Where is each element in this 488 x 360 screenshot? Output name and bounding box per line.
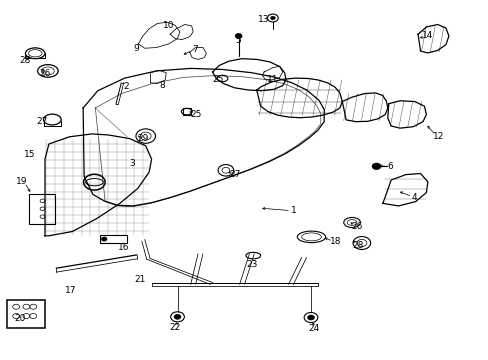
- Text: 27: 27: [36, 117, 47, 126]
- Text: 7: 7: [191, 45, 197, 54]
- Text: 13: 13: [258, 15, 269, 24]
- Text: 25: 25: [189, 110, 201, 119]
- Bar: [183, 108, 191, 115]
- Text: 25: 25: [212, 76, 224, 85]
- Text: 18: 18: [329, 238, 341, 246]
- Text: 27: 27: [228, 170, 240, 179]
- Circle shape: [270, 16, 275, 20]
- Text: 21: 21: [134, 274, 145, 284]
- Text: 23: 23: [246, 260, 258, 269]
- Text: 12: 12: [431, 132, 443, 140]
- Text: 26: 26: [350, 222, 362, 231]
- Text: 26: 26: [39, 69, 51, 78]
- Text: 17: 17: [65, 287, 77, 295]
- Text: 22: 22: [169, 323, 181, 332]
- Text: 15: 15: [23, 150, 35, 158]
- Text: 24: 24: [308, 324, 320, 333]
- Circle shape: [235, 33, 242, 39]
- Text: 28: 28: [351, 241, 363, 250]
- Text: 14: 14: [421, 31, 432, 40]
- Text: 6: 6: [386, 162, 392, 171]
- Bar: [7, 300, 45, 328]
- Text: 1: 1: [290, 206, 296, 215]
- Text: 8: 8: [159, 81, 165, 90]
- Circle shape: [101, 237, 107, 241]
- Text: 19: 19: [16, 177, 28, 186]
- Text: 5: 5: [235, 36, 241, 45]
- Text: 2: 2: [123, 82, 129, 91]
- Text: 3: 3: [129, 159, 135, 168]
- Circle shape: [307, 315, 314, 320]
- Text: 11: 11: [266, 76, 278, 85]
- Text: 16: 16: [118, 243, 129, 252]
- Circle shape: [371, 163, 380, 170]
- Text: 29: 29: [137, 134, 148, 143]
- Circle shape: [174, 314, 181, 319]
- Text: 4: 4: [411, 193, 417, 202]
- Text: 10: 10: [163, 21, 174, 30]
- Text: 20: 20: [14, 314, 25, 323]
- Text: 9: 9: [133, 44, 139, 53]
- Bar: [29, 194, 55, 224]
- Bar: [100, 235, 127, 243]
- Text: 28: 28: [20, 56, 31, 65]
